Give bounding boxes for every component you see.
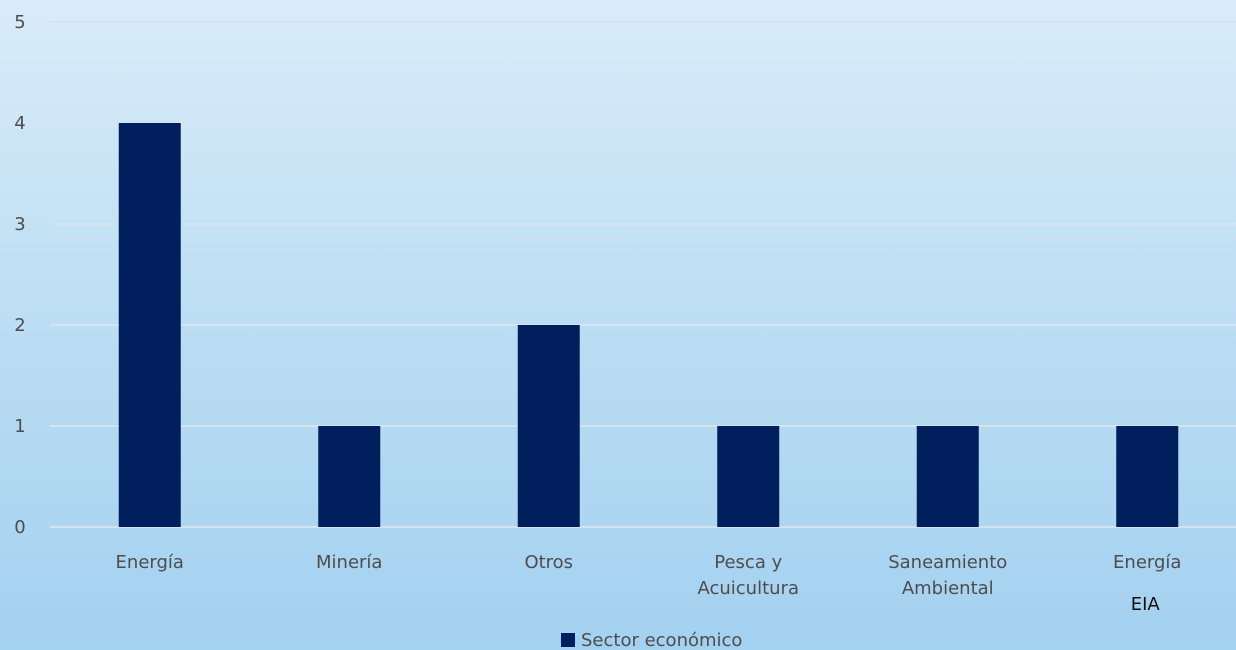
legend: Sector económico (561, 630, 742, 650)
y-tick-label: 2 (14, 315, 25, 336)
bar (717, 426, 780, 527)
x-axis-labels: Energía Minería Otros Pesca y Acuicultura San… (116, 552, 1182, 599)
x-tick-label: Energía (116, 552, 184, 573)
annotations: EIA (1131, 594, 1161, 615)
bars (118, 123, 1179, 527)
y-tick-label: 5 (14, 12, 25, 33)
gridlines (50, 21, 1236, 528)
y-axis-ticks: 0 1 2 3 4 5 (14, 12, 25, 538)
bar (1116, 426, 1179, 527)
bar (517, 325, 580, 527)
x-tick-label: Energía (1113, 552, 1181, 573)
bar (118, 123, 181, 527)
x-tick-label: Minería (316, 552, 382, 573)
legend-swatch (561, 633, 575, 647)
bar (916, 426, 979, 527)
x-tick-label: Pesca y (714, 552, 782, 573)
y-tick-label: 0 (14, 517, 25, 538)
x-tick-label: Acuicultura (697, 578, 799, 599)
annotation-label: EIA (1131, 594, 1161, 615)
y-tick-label: 3 (14, 214, 25, 235)
legend-label: Sector económico (581, 630, 742, 650)
bar (318, 426, 381, 527)
x-tick-label: Otros (524, 552, 573, 573)
x-tick-label: Ambiental (902, 578, 994, 599)
x-tick-label: Saneamiento (888, 552, 1007, 573)
y-tick-label: 1 (14, 416, 25, 437)
y-tick-label: 4 (14, 113, 25, 134)
